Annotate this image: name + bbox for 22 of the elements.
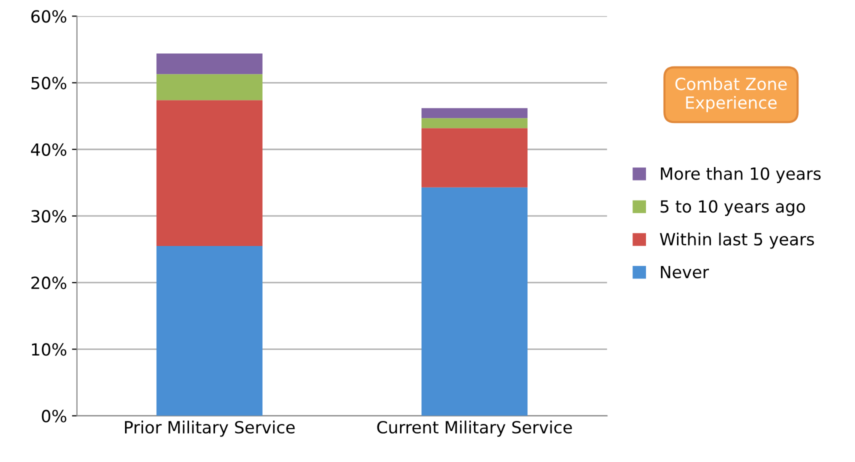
bar xyxy=(156,74,262,100)
legend-title: Combat Zone Experience xyxy=(675,77,787,112)
bar xyxy=(422,118,528,128)
x-tick-label: Prior Military Service xyxy=(125,420,295,437)
bar xyxy=(156,246,262,416)
legend-label: 5 to 10 years ago xyxy=(660,200,805,216)
y-tick-label: 30% xyxy=(31,210,66,223)
bar xyxy=(156,100,262,246)
y-tick-label: 10% xyxy=(32,343,66,356)
y-tick-label: 40% xyxy=(31,143,66,156)
bar xyxy=(156,53,262,74)
legend-label: Never xyxy=(660,266,710,278)
y-tick-label: 60% xyxy=(31,10,66,23)
x-tick-label: Current Military Service xyxy=(377,420,572,437)
y-tick-label: 50% xyxy=(31,76,66,90)
bar xyxy=(422,108,528,118)
bar xyxy=(422,187,528,416)
y-tick-label: 0% xyxy=(42,410,66,422)
legend-label: More than 10 years xyxy=(660,167,821,184)
y-tick-label: 20% xyxy=(31,276,66,290)
bar xyxy=(422,128,528,188)
legend-label: Within last 5 years xyxy=(660,232,814,249)
